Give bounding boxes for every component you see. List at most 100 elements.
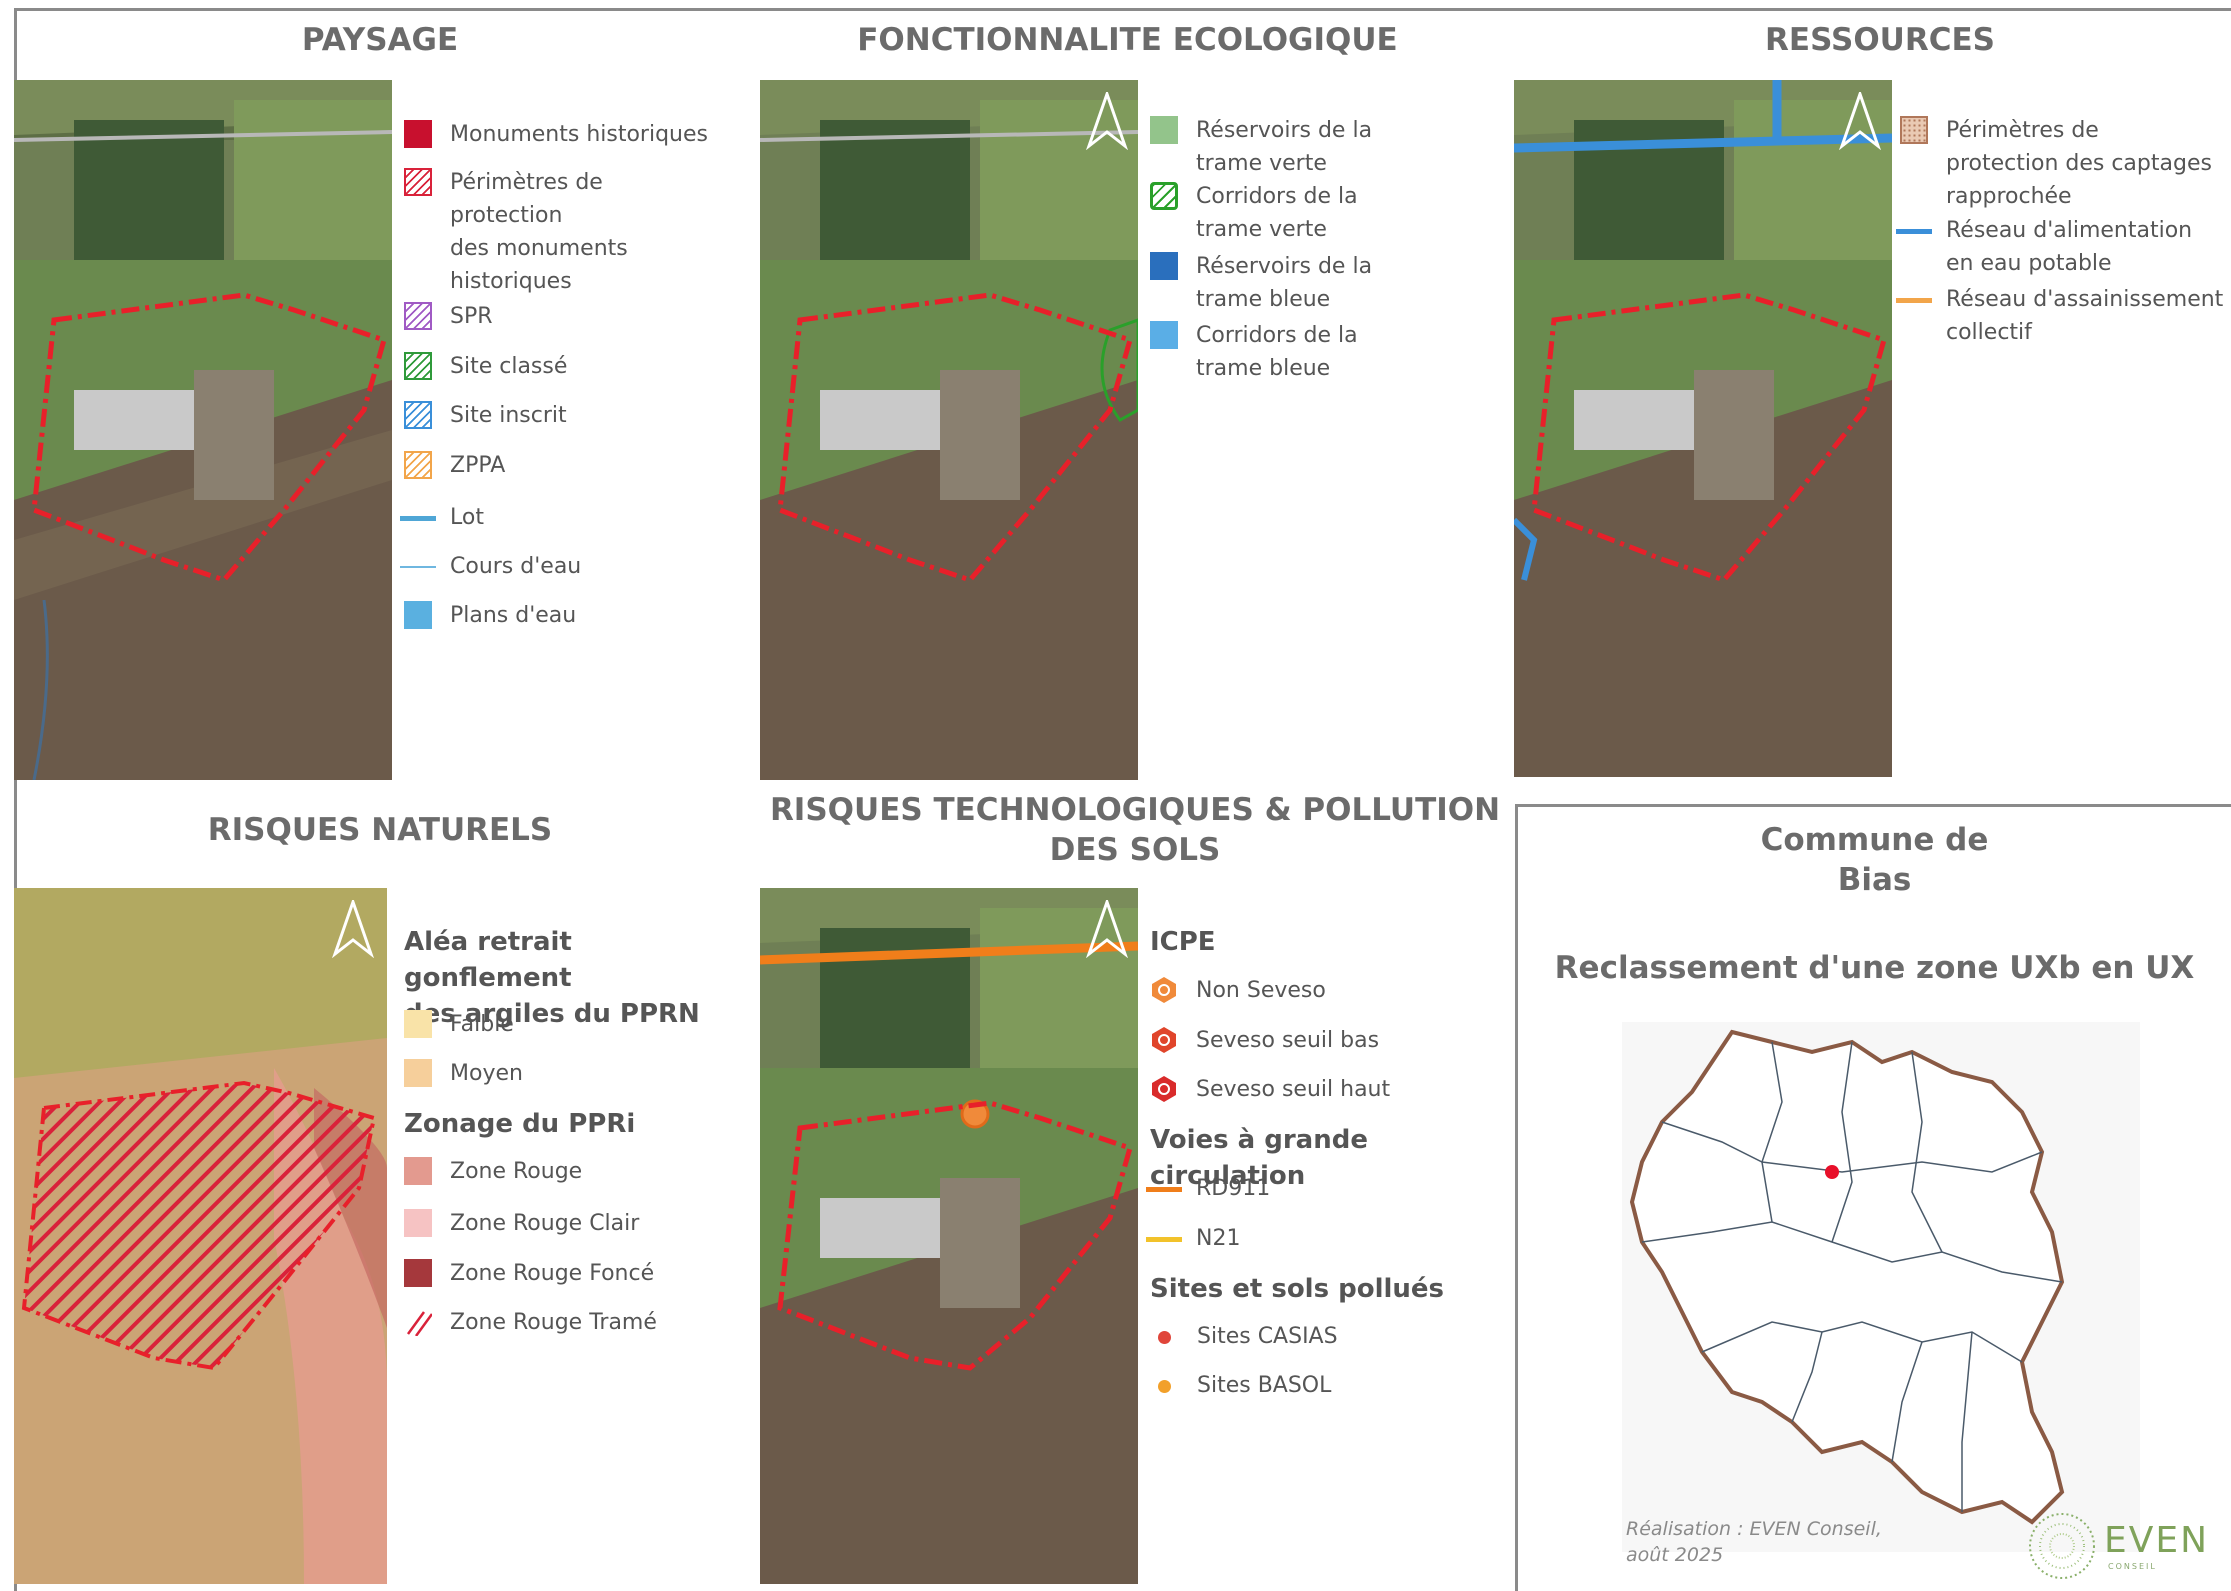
commune-title: Commune de Bias xyxy=(1760,822,1989,898)
legend-label: Faible xyxy=(450,1012,514,1037)
legend-fonctionnalite: Réservoirs de la trame verte Corridors d… xyxy=(1150,114,1490,394)
icpe-hexagon-icon xyxy=(1152,977,1176,1003)
legend-item-corridors-bleue: Corridors de la trame bleue xyxy=(1150,319,1358,385)
green-corridor-swatch xyxy=(1150,182,1178,210)
map-risques-techno xyxy=(760,888,1138,1584)
even-conseil-logo-icon xyxy=(2029,1513,2095,1579)
casias-dot-icon xyxy=(1158,1331,1171,1344)
panel-title-ressources: RESSOURCES xyxy=(1765,22,1995,58)
legend-item-site-inscrit: Site inscrit xyxy=(404,399,567,432)
faible-swatch xyxy=(404,1010,432,1038)
legend-heading-voies: Voies à grande circulation xyxy=(1150,1125,1368,1191)
panel-title-risques-naturels: RISQUES NATURELS xyxy=(207,812,553,848)
north-arrow-icon xyxy=(1839,92,1881,150)
legend-label: Réservoirs de la trame verte xyxy=(1196,118,1373,176)
hatch-green-swatch xyxy=(404,352,432,380)
legend-item-rd911: RD911 xyxy=(1146,1172,1270,1205)
legend-label: Périmètres de protection des monuments h… xyxy=(450,170,628,294)
legend-label: Moyen xyxy=(450,1061,523,1086)
legend-heading-sites-sols: Sites et sols pollués xyxy=(1150,1274,1445,1304)
green-reservoir-swatch xyxy=(1150,116,1178,144)
legend-item-lot: Lot xyxy=(400,501,484,534)
legend-label: Seveso seuil bas xyxy=(1196,1028,1380,1053)
legend-item-assainissement: Réseau d'assainissement collectif xyxy=(1896,283,2223,349)
panel-title-risques-techno: RISQUES TECHNOLOGIQUES & POLLUTION DES S… xyxy=(769,792,1501,868)
north-arrow-icon xyxy=(1086,92,1128,150)
legend-label: SPR xyxy=(450,304,493,329)
legend-label: Lot xyxy=(450,505,484,530)
legend-label: Plans d'eau xyxy=(450,603,577,628)
legend-item-non-seveso: Non Seveso xyxy=(1150,974,1326,1007)
zone-rouge-swatch xyxy=(404,1157,432,1185)
legend-item-zppa: ZPPA xyxy=(404,449,505,482)
hatch-purple-swatch xyxy=(404,302,432,330)
perimeter-paysage xyxy=(31,292,388,583)
map-risques-naturels xyxy=(14,888,387,1584)
legend-item-zone-rouge-trame: Zone Rouge Tramé xyxy=(404,1306,657,1339)
zone-rouge-fonce-swatch xyxy=(404,1259,432,1287)
legend-item-corridors-verte: Corridors de la trame verte xyxy=(1150,180,1358,246)
legend-item-aep: Réseau d'alimentation en eau potable xyxy=(1896,214,2193,280)
map-ressources xyxy=(1514,80,1892,777)
legend-label: ZPPA xyxy=(450,453,506,478)
legend-item-reservoirs-verte: Réservoirs de la trame verte xyxy=(1150,114,1372,180)
panel-title-paysage: PAYSAGE xyxy=(301,22,459,58)
legend-label: Monuments historiques xyxy=(450,122,708,147)
logo-text: EVEN xyxy=(2104,1520,2210,1561)
legend-risques-techno: ICPE Non Seveso Seveso seuil bas Seveso … xyxy=(1146,924,1510,1404)
hatch-blue-swatch xyxy=(404,401,432,429)
blue-reservoir-swatch xyxy=(1150,252,1178,280)
legend-item-zone-rouge: Zone Rouge xyxy=(404,1155,582,1188)
legend-label: Zone Rouge Foncé xyxy=(450,1261,655,1286)
info-box-left xyxy=(1515,804,1518,1591)
hatch-red-swatch xyxy=(404,168,432,196)
legend-item-zone-rouge-fonce: Zone Rouge Foncé xyxy=(404,1257,654,1290)
n21-line-swatch xyxy=(1146,1237,1182,1242)
icpe-hexagon-icon xyxy=(1152,1027,1176,1053)
slash-hatch-icon xyxy=(406,1311,432,1336)
legend-item-moyen: Moyen xyxy=(404,1057,523,1090)
north-arrow-icon xyxy=(1086,900,1128,958)
legend-label: Périmètres de protection des captages ra… xyxy=(1946,118,2212,209)
aep-line-swatch xyxy=(1896,229,1932,234)
legend-label: Non Seveso xyxy=(1196,978,1326,1003)
panel-title-fonctionnalite: FONCTIONNALITE ECOLOGIQUE xyxy=(857,22,1398,58)
captage-swatch xyxy=(1900,116,1928,144)
legend-ressources: Périmètres de protection des captages ra… xyxy=(1896,114,2230,364)
legend-item-faible: Faible xyxy=(404,1008,514,1041)
legend-item-captages: Périmètres de protection des captages ra… xyxy=(1900,114,2212,213)
legend-label: Réseau d'alimentation en eau potable xyxy=(1946,218,2193,276)
blue-corridor-swatch xyxy=(1150,321,1178,349)
legend-item-basol: Sites BASOL xyxy=(1150,1369,1331,1402)
legend-label: Zone Rouge Clair xyxy=(450,1211,640,1236)
lot-line-swatch xyxy=(400,516,436,521)
legend-item-reservoirs-bleue: Réservoirs de la trame bleue xyxy=(1150,250,1372,316)
info-box-top xyxy=(1515,804,2231,807)
map-fonctionnalite xyxy=(760,80,1138,780)
legend-item-zone-rouge-clair: Zone Rouge Clair xyxy=(404,1207,639,1240)
legend-label: N21 xyxy=(1196,1226,1241,1251)
legend-item-site-classe: Site classé xyxy=(404,350,567,383)
icpe-hexagon-icon xyxy=(1152,1076,1176,1102)
credit-text: Réalisation : EVEN Conseil, août 2025 xyxy=(1626,1518,1882,1566)
legend-label: Réservoirs de la trame bleue xyxy=(1196,254,1373,312)
legend-item-casias: Sites CASIAS xyxy=(1150,1320,1338,1353)
legend-heading-ppri: Zonage du PPRi xyxy=(404,1109,636,1139)
frame-left xyxy=(14,8,17,1591)
legend-item-cours-eau: Cours d'eau xyxy=(400,550,581,583)
legend-item-perimetres-mh: Périmètres de protection des monuments h… xyxy=(404,166,628,298)
legend-paysage: Monuments historiques Périmètres de prot… xyxy=(400,118,724,648)
rd911-line-swatch xyxy=(1146,1187,1182,1192)
north-arrow-icon xyxy=(332,900,374,958)
legend-item-monuments: Monuments historiques xyxy=(404,118,708,151)
legend-item-seveso-bas: Seveso seuil bas xyxy=(1150,1024,1379,1057)
subtitle: Reclassement d'une zone UXb en UX xyxy=(1554,950,2195,986)
zone-rouge-clair-swatch xyxy=(404,1209,432,1237)
legend-label: Sites CASIAS xyxy=(1197,1324,1338,1349)
legend-label: Site inscrit xyxy=(450,403,567,428)
water-swatch xyxy=(404,601,432,629)
legend-label: Corridors de la trame bleue xyxy=(1196,323,1358,381)
legend-label: Seveso seuil haut xyxy=(1196,1077,1391,1102)
legend-heading-icpe: ICPE xyxy=(1150,927,1216,957)
commune-locator-map xyxy=(1622,1022,2140,1552)
